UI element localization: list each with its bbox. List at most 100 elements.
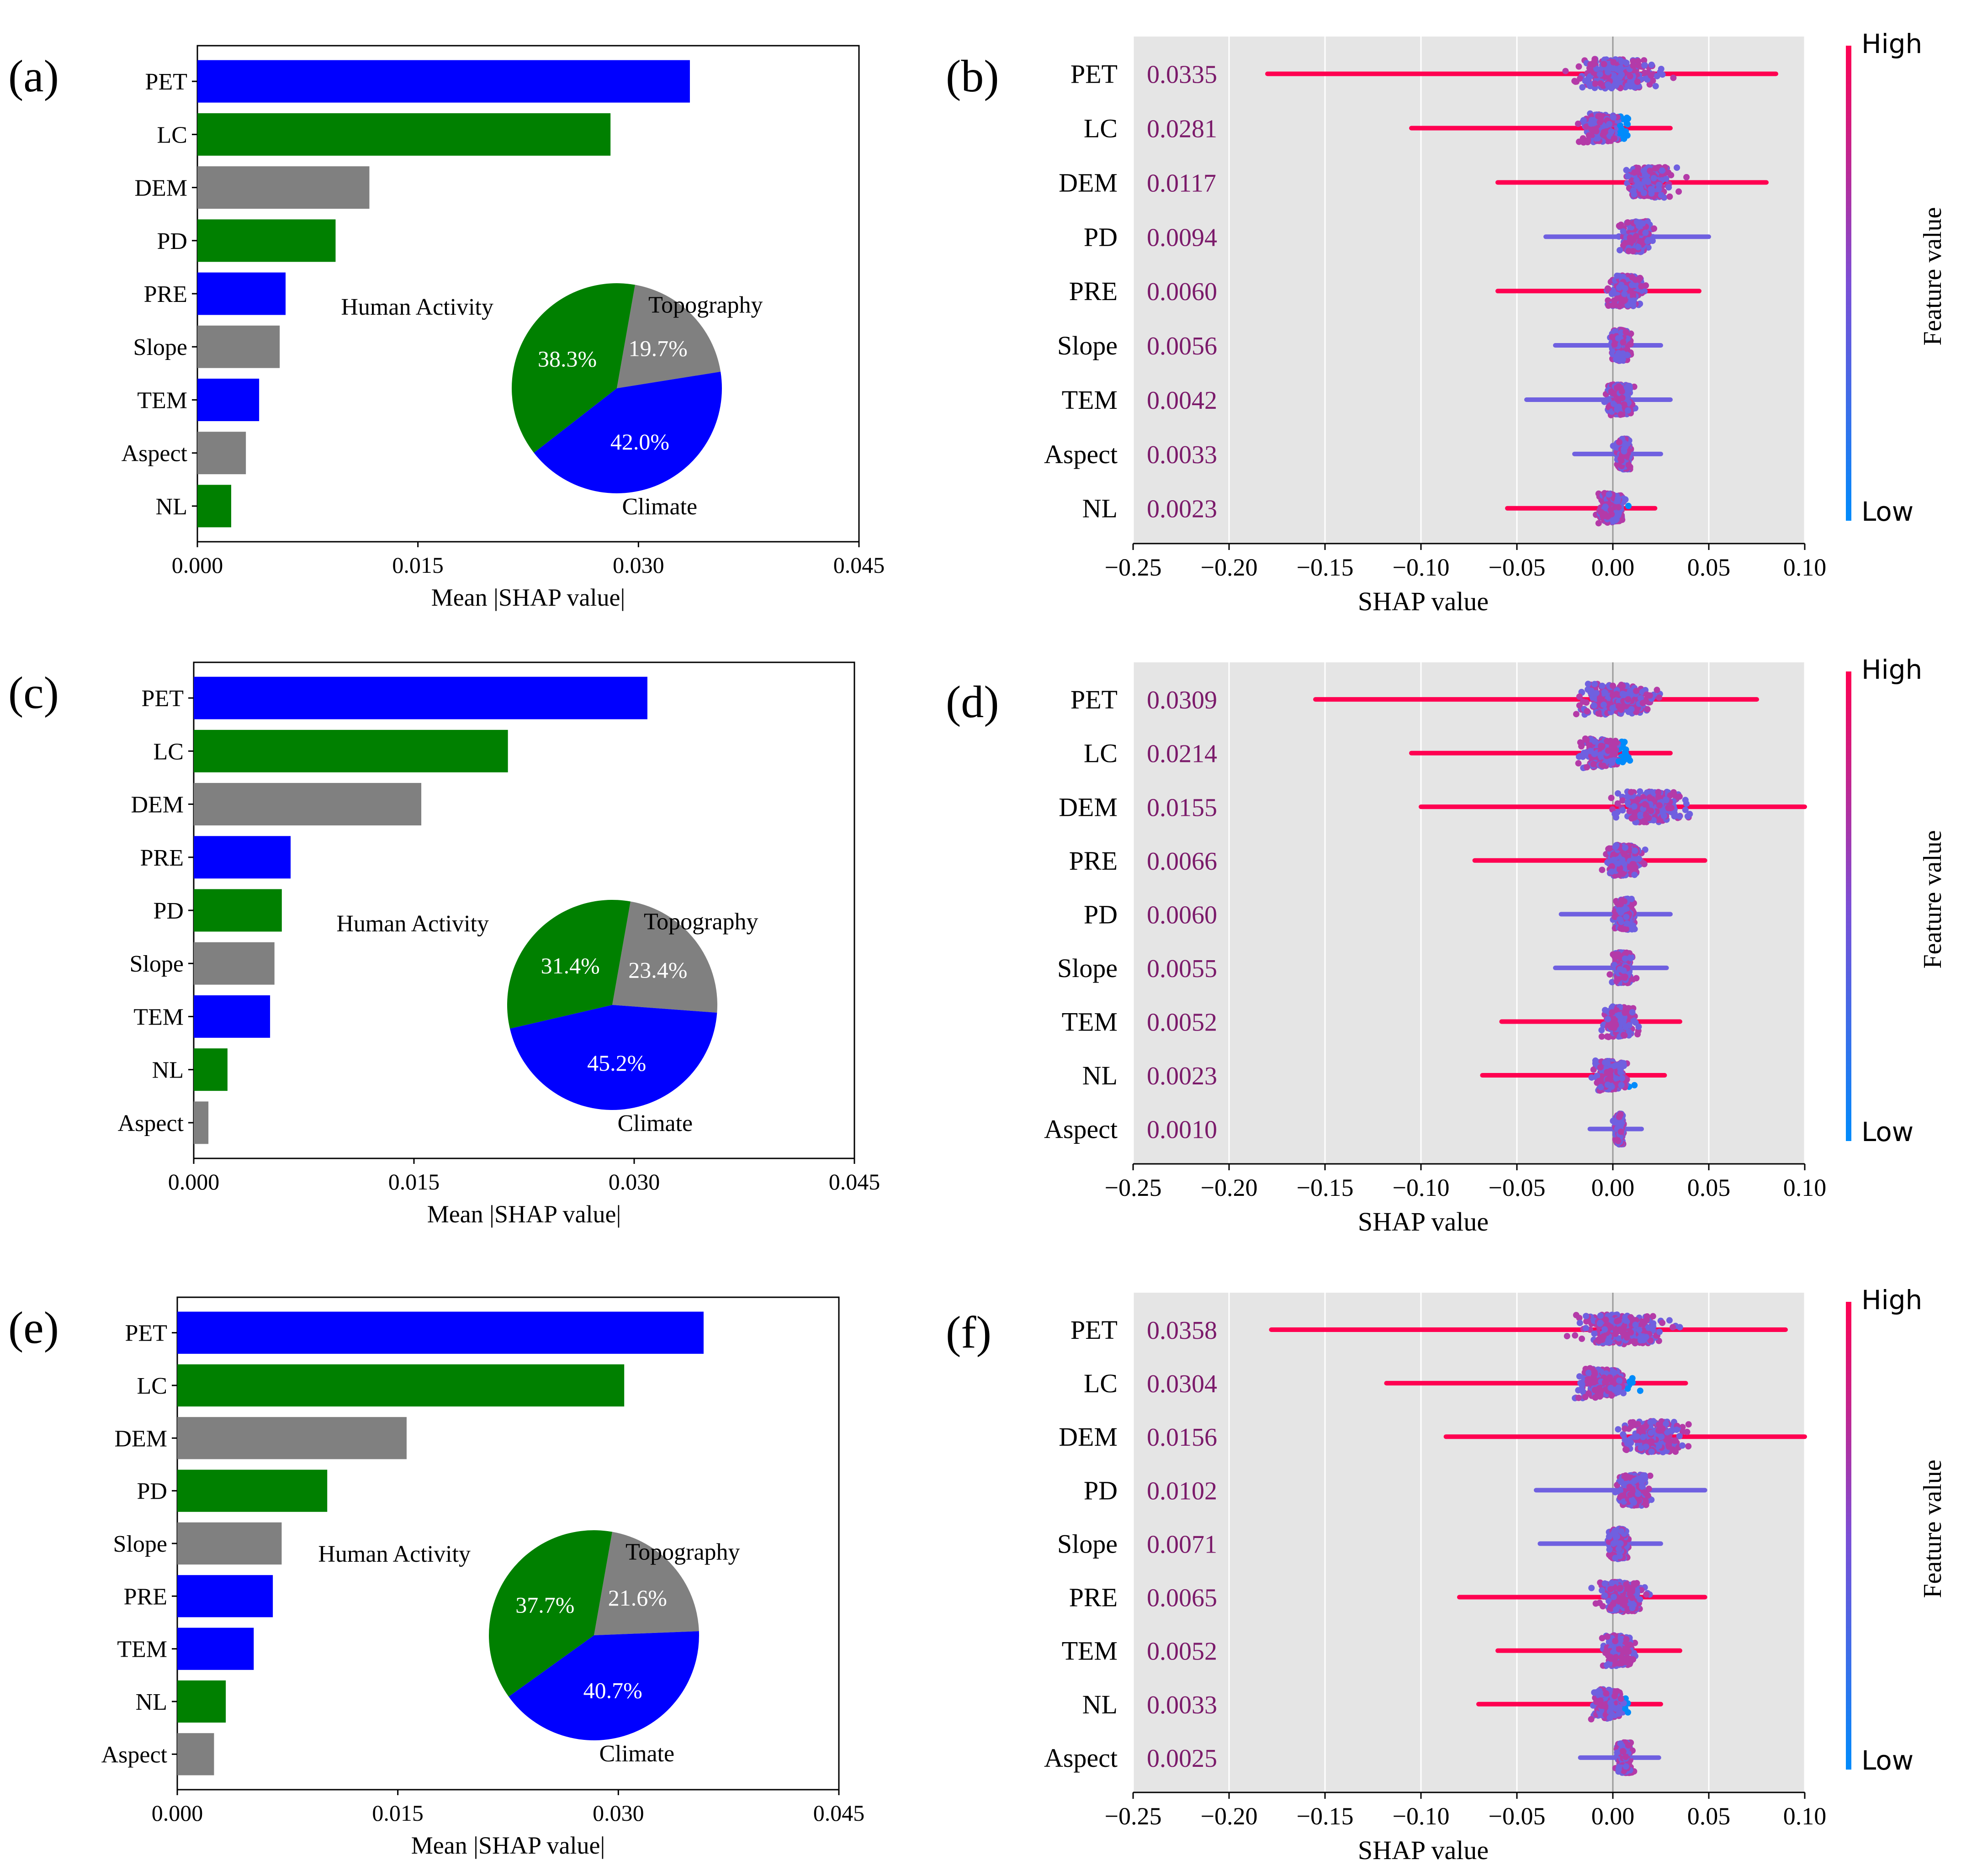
swarm-dot <box>1622 844 1629 851</box>
swarm-dot <box>1621 974 1628 981</box>
swarm-dot <box>1610 851 1617 858</box>
pie-value-label: 38.3% <box>538 346 597 372</box>
swarm-dot <box>1615 1137 1622 1144</box>
swarm-dot <box>1608 794 1615 801</box>
swarm-dot <box>1615 790 1622 797</box>
feature-label: PD <box>1084 899 1118 929</box>
swarm-dot <box>1654 687 1660 693</box>
feature-label: Slope <box>1057 953 1118 983</box>
swarm-dot <box>1622 955 1628 962</box>
swarm-dot <box>1576 138 1583 145</box>
feature-label: DEM <box>1059 168 1118 197</box>
swarm-dot <box>1618 706 1625 713</box>
swarm-dot <box>1598 743 1605 750</box>
swarm-dot <box>1628 298 1635 305</box>
y-tick-label: TEM <box>137 387 187 413</box>
y-tick-label: PRE <box>144 281 187 307</box>
y-tick-label: DEM <box>134 175 187 201</box>
pie-category-label: Topography <box>648 292 763 318</box>
swarm-dot <box>1635 222 1642 229</box>
feature-label: DEM <box>1059 792 1118 822</box>
swarm-dot <box>1676 813 1683 820</box>
swarm-dot <box>1615 403 1622 410</box>
swarm-dot <box>1574 121 1581 127</box>
swarm-dot <box>1606 121 1613 127</box>
swarm-dot <box>1617 247 1623 254</box>
swarm-dot <box>1638 283 1645 290</box>
swarm-dot <box>1633 687 1640 694</box>
bar <box>197 113 611 156</box>
swarm-dot <box>1615 495 1622 502</box>
x-axis-label: Mean |SHAP value| <box>411 1832 605 1859</box>
plot-background <box>1133 37 1805 544</box>
swarm-dot <box>1631 84 1638 91</box>
swarm-dot <box>1628 706 1635 713</box>
swarm-dot <box>1611 749 1618 756</box>
swarm-dot <box>1610 856 1617 863</box>
swarm-dot <box>1621 291 1628 297</box>
swarm-dot <box>1576 693 1583 700</box>
swarm-dot <box>1575 63 1582 70</box>
swarm-dot <box>1631 814 1638 821</box>
pie-value-label: 19.7% <box>629 335 688 361</box>
swarm-dot <box>1658 192 1664 199</box>
swarm-dot <box>1619 797 1626 804</box>
bar <box>194 889 282 932</box>
bar <box>194 729 508 772</box>
y-tick-label: Slope <box>130 951 184 977</box>
swarm-dot <box>1604 738 1611 745</box>
pie-value-label: 23.4% <box>628 957 687 983</box>
swarm-dot <box>1613 814 1620 821</box>
x-tick-label: 0.00 <box>1591 1174 1635 1201</box>
swarm-dot <box>1605 81 1611 88</box>
swarm-dot <box>1667 792 1674 799</box>
swarm-dot <box>1644 789 1651 796</box>
swarm-dot <box>1621 297 1628 304</box>
swarm-dot <box>1627 955 1634 962</box>
swarm-row <box>1543 218 1711 255</box>
bar <box>177 1680 226 1723</box>
swarm-dot <box>1632 847 1638 854</box>
swarm-dot <box>1618 58 1625 65</box>
swarm-dot <box>1621 401 1627 408</box>
y-tick-label: Slope <box>133 334 187 360</box>
bar <box>177 1417 407 1459</box>
swarm-dot <box>1617 916 1623 923</box>
feature-label: TEM <box>1062 1007 1118 1036</box>
bar <box>197 325 280 368</box>
swarm-dot <box>1619 925 1626 932</box>
swarm-dot <box>1595 520 1602 527</box>
swarm-dot <box>1601 129 1607 136</box>
x-tick-label: 0.030 <box>613 552 664 578</box>
swarm-dot <box>1665 184 1672 191</box>
swarm-dot <box>1595 113 1602 120</box>
swarm-dot <box>1610 289 1617 296</box>
swarm-dot <box>1579 698 1586 705</box>
swarm-dot <box>1630 187 1637 194</box>
pie-category-label: Climate <box>599 1741 675 1767</box>
swarm-dot <box>1599 682 1606 689</box>
x-tick-label: 0.05 <box>1687 554 1731 581</box>
colorbar-high-label: High <box>1861 28 1922 59</box>
mean-abs-label: 0.0281 <box>1147 115 1217 143</box>
swarm-dot <box>1652 83 1659 90</box>
swarm-dot <box>1601 398 1608 405</box>
plot-background <box>1133 662 1805 1164</box>
swarm-dot <box>1642 171 1648 178</box>
swarm-dot <box>1648 808 1654 814</box>
swarm-dot <box>1624 219 1631 226</box>
swarm-dot <box>1606 971 1613 978</box>
x-axis-label: Mean |SHAP value| <box>427 1200 621 1228</box>
swarm-dot <box>1615 504 1622 511</box>
swarm-dot <box>1633 708 1640 715</box>
swarm-dot <box>1610 59 1617 66</box>
y-tick-label: PET <box>145 69 187 95</box>
swarm-dot <box>1635 58 1642 64</box>
x-tick-label: 0.000 <box>168 1169 220 1194</box>
swarm-row <box>1524 381 1673 418</box>
y-tick-label: DEM <box>114 1426 167 1452</box>
swarm-dot <box>1675 188 1682 195</box>
pie-category-label: Topography <box>644 909 758 935</box>
y-tick-label: PET <box>125 1321 167 1347</box>
bar <box>177 1311 704 1354</box>
